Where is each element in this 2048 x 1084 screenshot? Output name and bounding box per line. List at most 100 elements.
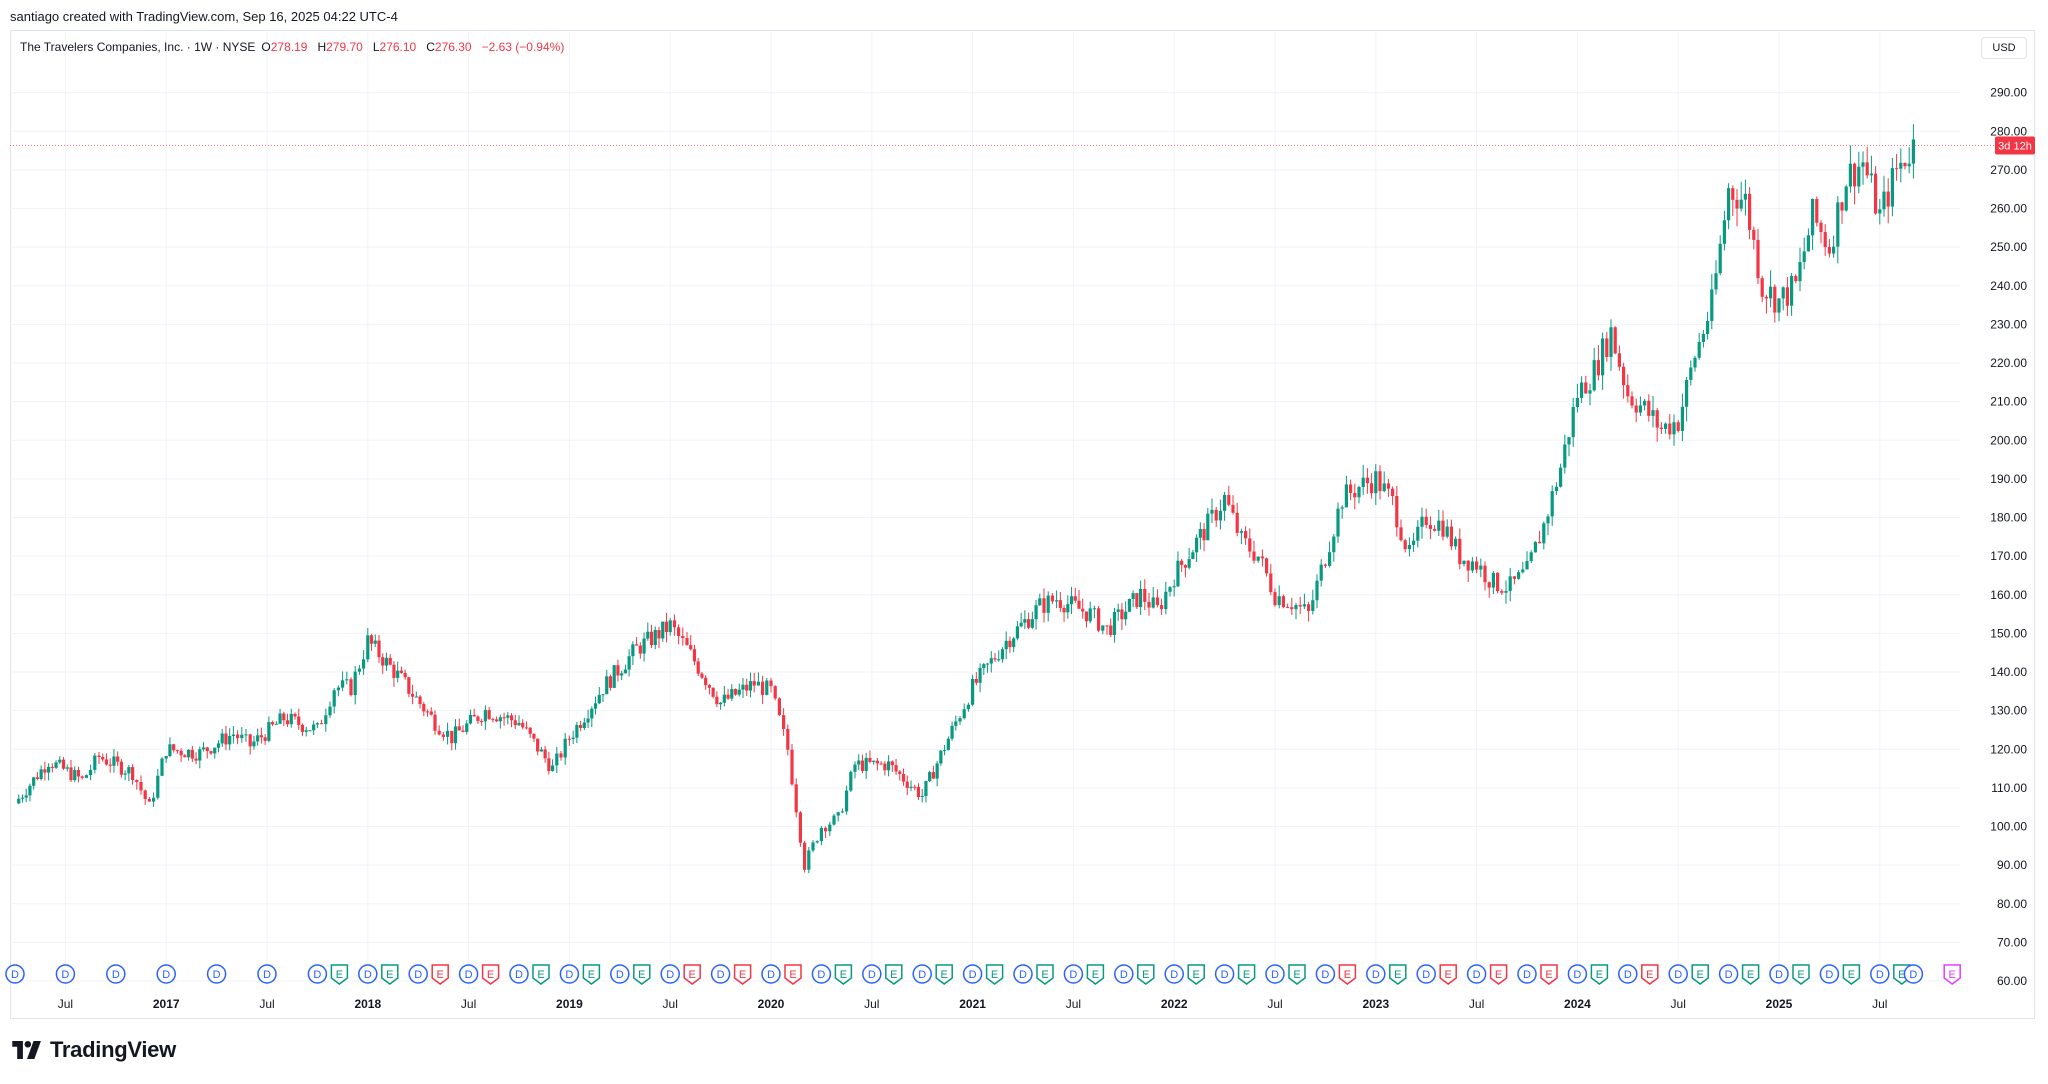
candle-body — [664, 621, 669, 633]
candle-body — [1120, 609, 1124, 620]
x-tick-label: 2017 — [153, 997, 180, 1011]
candle-body — [1357, 486, 1361, 498]
dividend-marker — [1903, 964, 1924, 984]
candle-body — [748, 681, 753, 691]
candle-body — [1349, 484, 1353, 493]
event-letter: D — [1775, 969, 1783, 981]
candle-body — [465, 723, 469, 732]
close-label: C — [426, 40, 435, 54]
earnings-marker — [1540, 964, 1558, 985]
candle-body — [353, 671, 357, 696]
candle-body — [913, 786, 917, 788]
candle-body — [1202, 529, 1206, 541]
candle-body — [1073, 596, 1077, 601]
candle-body — [901, 773, 906, 782]
candle-body — [1689, 367, 1693, 380]
candle-body — [646, 631, 650, 639]
candle-body — [707, 685, 711, 688]
x-tick-label: 2019 — [556, 997, 583, 1011]
candle-body — [1563, 444, 1567, 468]
candle-body — [24, 795, 28, 798]
candle-body — [704, 677, 708, 686]
candle-body — [1861, 162, 1865, 167]
candle-body — [1844, 186, 1848, 211]
event-letter: D — [1825, 969, 1833, 981]
candle-body — [1097, 608, 1101, 631]
dividend-marker — [1416, 964, 1436, 984]
candle-body — [1101, 625, 1105, 631]
candle-body — [220, 733, 224, 744]
candle-body — [1382, 483, 1386, 492]
candle-body — [1286, 607, 1290, 609]
candle-body — [1890, 168, 1894, 207]
candle-body — [345, 679, 349, 681]
event-letter: E — [386, 969, 393, 981]
candle-body — [1466, 560, 1470, 571]
candle-body — [616, 665, 620, 676]
currency-button[interactable]: USD — [1981, 37, 2027, 59]
candle-body — [357, 668, 361, 672]
candle-body — [1143, 588, 1147, 602]
candle-body — [1403, 540, 1407, 550]
candle-body — [1030, 619, 1034, 628]
y-tick-label: 80.00 — [1997, 897, 2027, 911]
candle-body — [1827, 247, 1831, 254]
candle-body — [860, 760, 865, 772]
earnings-marker — [1741, 964, 1760, 985]
candle-body — [1135, 593, 1139, 608]
candle-body — [1487, 582, 1491, 588]
candle-body — [1168, 587, 1172, 592]
candle-body — [1643, 400, 1647, 406]
candle-body — [1592, 360, 1596, 391]
dividend-marker — [358, 964, 378, 984]
candle-body — [1019, 622, 1023, 627]
candle-body — [798, 812, 802, 843]
candle-body — [1542, 523, 1546, 544]
candle-body — [982, 664, 986, 668]
candle-body — [898, 771, 902, 774]
candle-body — [20, 797, 25, 799]
candle-body — [1659, 427, 1663, 429]
candle-body — [1739, 199, 1743, 209]
candle-body — [457, 726, 461, 731]
price-tag — [1995, 136, 2035, 155]
candle-body — [231, 734, 235, 736]
symbol-legend[interactable]: The Travelers Companies, Inc. · 1W · NYS… — [20, 40, 564, 54]
x-tick-label: Jul — [864, 997, 879, 1011]
candle-body — [104, 759, 109, 765]
candle-body — [506, 715, 510, 718]
symbol-name[interactable]: The Travelers Companies, Inc. · 1W · NYS… — [20, 40, 256, 54]
candle-body — [1470, 561, 1474, 571]
y-tick-label: 290.00 — [1990, 86, 2027, 100]
candle-body — [1613, 327, 1617, 354]
candle-body — [849, 771, 853, 791]
dividend-marker — [1214, 964, 1235, 984]
candle-body — [528, 727, 532, 734]
dividend-marker — [257, 964, 277, 984]
candle-body — [282, 713, 286, 721]
event-letter: E — [1344, 969, 1351, 981]
dividend-marker — [156, 964, 176, 984]
dividend-marker — [55, 964, 76, 984]
candle-body — [985, 663, 990, 665]
candle-body — [1752, 229, 1756, 240]
y-tick-label: 270.00 — [1990, 163, 2027, 177]
dividend-marker — [1618, 964, 1638, 984]
x-tick-label: Jul — [58, 997, 73, 1011]
candle-body — [1353, 492, 1357, 498]
candle-body — [274, 723, 278, 725]
candle-body — [1069, 596, 1074, 605]
x-tick-label: Jul — [1671, 997, 1686, 1011]
tradingview-logo[interactable]: TradingView — [12, 1037, 176, 1063]
candle-body — [1533, 541, 1537, 553]
candle-body — [627, 656, 631, 670]
y-tick-label: 130.00 — [1990, 704, 2027, 718]
candle-body — [336, 687, 340, 691]
event-letter: D — [666, 969, 674, 981]
candle-body — [539, 749, 543, 752]
candle-body — [638, 645, 642, 654]
candle-body — [958, 718, 962, 722]
candle-body — [1630, 396, 1634, 406]
high-value: H279.70 — [317, 40, 363, 54]
